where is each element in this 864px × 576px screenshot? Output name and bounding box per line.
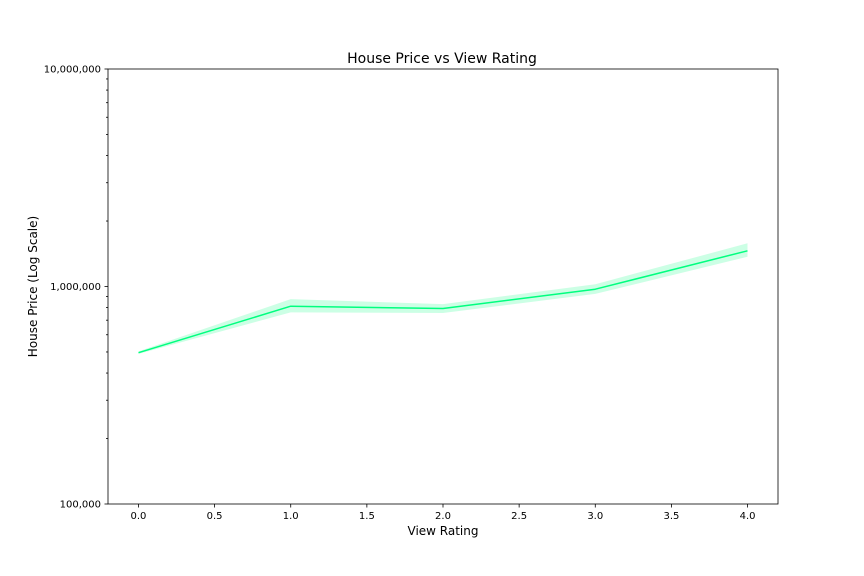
series-line-0 — [138, 250, 748, 354]
plot-frame — [107, 68, 779, 505]
x-tick-label: 2.5 — [511, 511, 527, 522]
y-tick-label: 1,000,000 — [50, 282, 101, 293]
y-tick-label: 100,000 — [60, 500, 101, 511]
x-tick-label: 0.5 — [207, 511, 223, 522]
x-tick-label: 4.0 — [740, 511, 756, 522]
confidence-band-0 — [138, 243, 748, 354]
confidence-band-layer — [138, 243, 748, 354]
y-axis: 100,000 1,000,000 10,000,000 — [44, 65, 108, 511]
y-axis-label: House Price (Log Scale) — [26, 216, 40, 357]
series-line-layer — [138, 250, 748, 354]
x-axis: 0.0 0.5 1.0 1.5 2.0 2.5 3.0 3.5 4.0 — [131, 504, 756, 522]
x-tick-label: 3.5 — [663, 511, 679, 522]
y-tick-label: 10,000,000 — [44, 65, 101, 76]
x-tick-label: 1.5 — [359, 511, 375, 522]
x-tick-label: 0.0 — [131, 511, 147, 522]
chart-title: House Price vs View Rating — [347, 51, 537, 67]
x-tick-label: 1.0 — [283, 511, 299, 522]
x-tick-label: 2.0 — [435, 511, 451, 522]
x-axis-label: View Rating — [408, 524, 479, 538]
x-tick-label: 3.0 — [587, 511, 603, 522]
